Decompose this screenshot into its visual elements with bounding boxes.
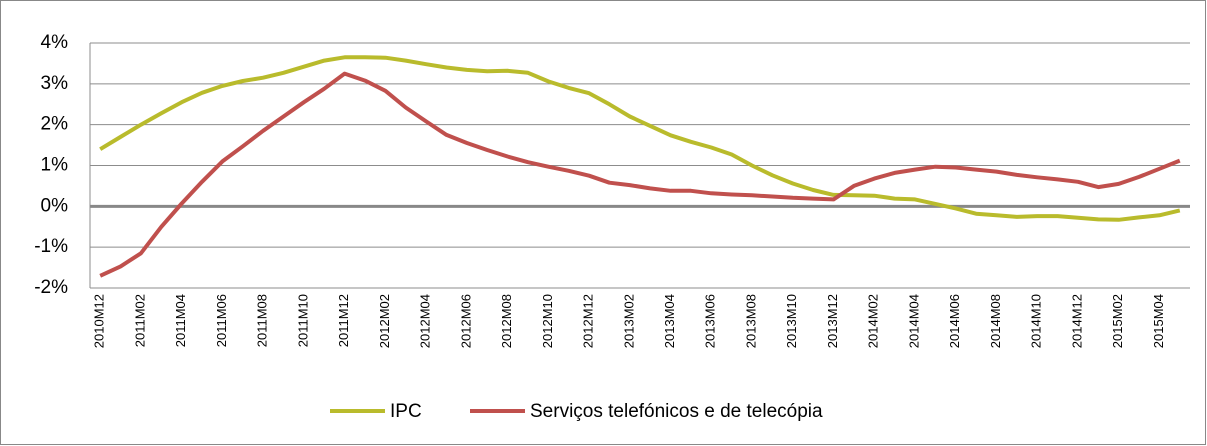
x-tick-label: 2013M06: [703, 294, 718, 348]
x-tick-label: 2014M06: [947, 294, 962, 348]
x-tick-label: 2014M02: [866, 294, 881, 348]
x-tick-label: 2011M12: [336, 294, 351, 347]
x-tick-label: 2013M10: [784, 294, 799, 348]
legend-label: IPC: [390, 401, 422, 422]
y-tick-label: -2%: [34, 277, 68, 298]
x-tick-label: 2014M10: [1029, 294, 1044, 348]
y-tick-label: 4%: [41, 32, 69, 53]
x-tick-label: 2014M08: [988, 294, 1003, 348]
x-tick-label: 2013M08: [743, 294, 758, 348]
x-tick-label: 2011M02: [132, 294, 147, 347]
x-tick-label: 2010M12: [92, 294, 107, 348]
series-line: [99, 71, 1181, 278]
y-tick-label: 2%: [41, 114, 69, 135]
y-tick-label: 0%: [41, 195, 69, 216]
x-tick-label: 2011M04: [173, 294, 188, 347]
y-tick-label: 1%: [41, 155, 69, 176]
y-tick-label: -1%: [34, 236, 68, 257]
x-tick-label: 2011M08: [255, 294, 270, 347]
x-tick-label: 2014M04: [906, 294, 921, 348]
x-tick-label: 2011M06: [214, 294, 229, 347]
x-tick-label: 2012M10: [540, 294, 555, 348]
x-tick-label: 2013M12: [825, 294, 840, 348]
x-tick-label: 2013M04: [662, 294, 677, 348]
x-tick-label: 2013M02: [621, 294, 636, 348]
x-tick-label: 2012M02: [377, 294, 392, 348]
x-tick-label: 2012M08: [499, 294, 514, 348]
x-tick-label: 2015M04: [1151, 294, 1166, 348]
x-tick-label: 2012M12: [581, 294, 596, 348]
x-tick-label: 2012M04: [418, 294, 433, 348]
y-tick-label: 3%: [41, 73, 69, 94]
x-tick-label: 2012M06: [458, 294, 473, 348]
series-line: [99, 55, 1181, 222]
legend-label: Serviços telefónicos e de telecópia: [530, 401, 823, 422]
x-tick-label: 2011M10: [295, 294, 310, 347]
x-tick-label: 2015M02: [1110, 294, 1125, 348]
x-tick-label: 2014M12: [1069, 294, 1084, 348]
